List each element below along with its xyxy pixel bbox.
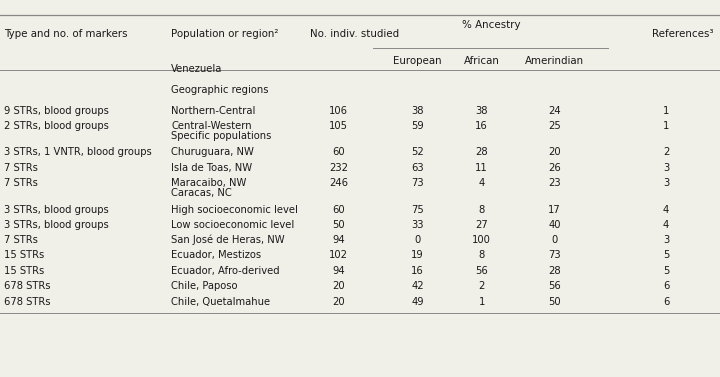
Text: 59: 59 bbox=[411, 121, 424, 131]
Text: 2 STRs, blood groups: 2 STRs, blood groups bbox=[4, 121, 109, 131]
Text: 17: 17 bbox=[548, 205, 561, 215]
Text: 232: 232 bbox=[329, 163, 348, 173]
Text: 9 STRs, blood groups: 9 STRs, blood groups bbox=[4, 106, 109, 116]
Text: 3: 3 bbox=[663, 235, 669, 245]
Text: 105: 105 bbox=[329, 121, 348, 131]
Text: 3 STRs, blood groups: 3 STRs, blood groups bbox=[4, 205, 108, 215]
Text: 28: 28 bbox=[548, 266, 561, 276]
Text: Venezuela: Venezuela bbox=[171, 64, 222, 74]
Text: 24: 24 bbox=[548, 106, 561, 116]
Text: 678 STRs: 678 STRs bbox=[4, 297, 50, 307]
Text: 102: 102 bbox=[329, 250, 348, 260]
Text: 5: 5 bbox=[663, 250, 669, 260]
Text: Chile, Paposo: Chile, Paposo bbox=[171, 281, 238, 291]
Text: 33: 33 bbox=[411, 220, 424, 230]
Text: Chile, Quetalmahue: Chile, Quetalmahue bbox=[171, 297, 271, 307]
Text: 8: 8 bbox=[479, 205, 485, 215]
Text: Caracas, NC: Caracas, NC bbox=[171, 188, 232, 198]
Text: 27: 27 bbox=[475, 220, 488, 230]
Text: 25: 25 bbox=[548, 121, 561, 131]
Text: 678 STRs: 678 STRs bbox=[4, 281, 50, 291]
Text: Amerindian: Amerindian bbox=[525, 56, 584, 66]
Text: No. indiv. studied: No. indiv. studied bbox=[310, 29, 399, 39]
Text: % Ancestry: % Ancestry bbox=[462, 20, 521, 29]
Text: 3: 3 bbox=[663, 163, 669, 173]
Text: 4: 4 bbox=[479, 178, 485, 188]
Text: Churuguara, NW: Churuguara, NW bbox=[171, 147, 254, 157]
Text: Isla de Toas, NW: Isla de Toas, NW bbox=[171, 163, 253, 173]
Text: 75: 75 bbox=[411, 205, 424, 215]
Text: 50: 50 bbox=[548, 297, 561, 307]
Text: Northern-Central: Northern-Central bbox=[171, 106, 256, 116]
Text: Geographic regions: Geographic regions bbox=[171, 85, 269, 95]
Text: 3 STRs, blood groups: 3 STRs, blood groups bbox=[4, 220, 108, 230]
Text: 56: 56 bbox=[475, 266, 488, 276]
Text: 7 STRs: 7 STRs bbox=[4, 163, 37, 173]
Text: 15 STRs: 15 STRs bbox=[4, 266, 44, 276]
Text: 0: 0 bbox=[552, 235, 557, 245]
Text: 2: 2 bbox=[479, 281, 485, 291]
Text: European: European bbox=[393, 56, 442, 66]
Text: 49: 49 bbox=[411, 297, 424, 307]
Text: 94: 94 bbox=[332, 266, 345, 276]
Text: 73: 73 bbox=[548, 250, 561, 260]
Text: 5: 5 bbox=[663, 266, 669, 276]
Text: Specific populations: Specific populations bbox=[171, 132, 271, 141]
Text: Maracaibo, NW: Maracaibo, NW bbox=[171, 178, 247, 188]
Text: 2: 2 bbox=[663, 147, 669, 157]
Text: 6: 6 bbox=[663, 281, 669, 291]
Text: 40: 40 bbox=[548, 220, 561, 230]
Text: 6: 6 bbox=[663, 297, 669, 307]
Text: 94: 94 bbox=[332, 235, 345, 245]
Text: 19: 19 bbox=[411, 250, 424, 260]
Text: Central-Western: Central-Western bbox=[171, 121, 252, 131]
Text: 7 STRs: 7 STRs bbox=[4, 235, 37, 245]
Text: 60: 60 bbox=[332, 147, 345, 157]
Text: 63: 63 bbox=[411, 163, 424, 173]
Text: 20: 20 bbox=[548, 147, 561, 157]
Text: African: African bbox=[464, 56, 500, 66]
Text: San José de Heras, NW: San José de Heras, NW bbox=[171, 235, 285, 245]
Text: 73: 73 bbox=[411, 178, 424, 188]
Text: 16: 16 bbox=[475, 121, 488, 131]
Text: 20: 20 bbox=[332, 281, 345, 291]
Text: 106: 106 bbox=[329, 106, 348, 116]
Text: Population or region²: Population or region² bbox=[171, 29, 279, 39]
Text: 1: 1 bbox=[663, 121, 669, 131]
Text: Ecuador, Mestizos: Ecuador, Mestizos bbox=[171, 250, 261, 260]
Text: 26: 26 bbox=[548, 163, 561, 173]
Text: 16: 16 bbox=[411, 266, 424, 276]
Text: 60: 60 bbox=[332, 205, 345, 215]
Text: Type and no. of markers: Type and no. of markers bbox=[4, 29, 127, 39]
Text: High socioeconomic level: High socioeconomic level bbox=[171, 205, 298, 215]
Text: 20: 20 bbox=[332, 297, 345, 307]
Text: 1: 1 bbox=[479, 297, 485, 307]
Text: Low socioeconomic level: Low socioeconomic level bbox=[171, 220, 294, 230]
Text: 4: 4 bbox=[663, 205, 669, 215]
Text: 100: 100 bbox=[472, 235, 491, 245]
Text: 3: 3 bbox=[663, 178, 669, 188]
Text: 50: 50 bbox=[332, 220, 345, 230]
Text: 3 STRs, 1 VNTR, blood groups: 3 STRs, 1 VNTR, blood groups bbox=[4, 147, 151, 157]
Text: 52: 52 bbox=[411, 147, 424, 157]
Text: 0: 0 bbox=[415, 235, 420, 245]
Text: 23: 23 bbox=[548, 178, 561, 188]
Text: 8: 8 bbox=[479, 250, 485, 260]
Text: 56: 56 bbox=[548, 281, 561, 291]
Text: 1: 1 bbox=[663, 106, 669, 116]
Text: 15 STRs: 15 STRs bbox=[4, 250, 44, 260]
Text: References³: References³ bbox=[652, 29, 713, 39]
Text: Ecuador, Afro-derived: Ecuador, Afro-derived bbox=[171, 266, 280, 276]
Text: 42: 42 bbox=[411, 281, 424, 291]
Text: 38: 38 bbox=[475, 106, 488, 116]
Text: 28: 28 bbox=[475, 147, 488, 157]
Text: 38: 38 bbox=[411, 106, 424, 116]
Text: 4: 4 bbox=[663, 220, 669, 230]
Text: 246: 246 bbox=[329, 178, 348, 188]
Text: 11: 11 bbox=[475, 163, 488, 173]
Text: 7 STRs: 7 STRs bbox=[4, 178, 37, 188]
